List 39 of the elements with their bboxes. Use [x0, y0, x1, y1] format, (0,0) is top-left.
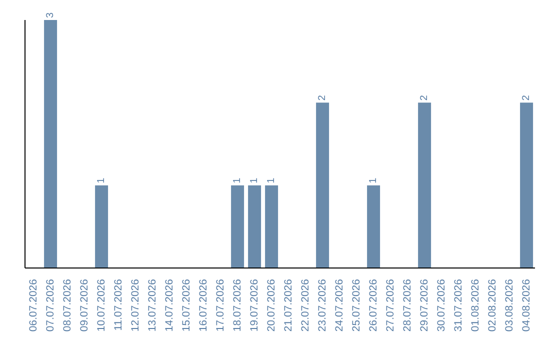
x-tick-label: 16.07.2026 [198, 278, 210, 332]
data-label: 1 [266, 177, 278, 184]
data-label: 1 [96, 177, 108, 184]
x-tick-label: 22.07.2026 [300, 278, 312, 332]
x-tick-label: 06.07.2026 [28, 278, 40, 332]
data-label: 2 [521, 94, 532, 101]
x-tick-label: 26.07.2026 [368, 278, 380, 332]
x-tick-label: 21.07.2026 [282, 278, 294, 332]
x-tick-label: 23.07.2026 [316, 278, 328, 332]
x-tick-label: 03.08.2026 [504, 278, 516, 332]
data-label: 1 [249, 177, 260, 184]
x-tick-label: 24.07.2026 [334, 278, 346, 332]
x-tick-label: 28.07.2026 [402, 278, 414, 332]
x-tick-label: 15.07.2026 [180, 278, 192, 332]
x-tick-label: 20.07.2026 [266, 278, 278, 332]
data-label: 1 [368, 177, 380, 184]
x-tick-label: 08.07.2026 [62, 278, 74, 332]
x-tick-label: 09.07.2026 [78, 278, 90, 332]
x-tick-label: 30.07.2026 [436, 278, 448, 332]
data-label: 2 [317, 94, 328, 101]
x-tick-label: 11.07.2026 [112, 278, 124, 331]
x-tick-label: 04.08.2026 [520, 278, 532, 332]
x-tick-label: 19.07.2026 [248, 278, 260, 332]
data-label: 1 [232, 177, 244, 184]
x-tick-label: 14.07.2026 [164, 278, 176, 332]
x-tick-label: 12.07.2026 [130, 278, 142, 332]
x-tick-label: 13.07.2026 [146, 278, 158, 332]
x-tick-label: 02.08.2026 [486, 278, 498, 332]
x-tick-label: 18.07.2026 [232, 278, 244, 332]
x-tick-label: 01.08.2026 [470, 278, 482, 332]
x-tick-label: 31.07.2026 [452, 278, 464, 332]
x-tick-label: 29.07.2026 [418, 278, 430, 332]
x-tick-label: 17.07.2026 [214, 278, 226, 332]
x-tick-label: 10.07.2026 [96, 278, 108, 332]
data-label: 2 [419, 94, 430, 101]
data-label: 3 [45, 12, 56, 18]
x-tick-label: 25.07.2026 [350, 278, 362, 332]
x-tick-label: 07.07.2026 [44, 278, 56, 332]
x-tick-label: 27.07.2026 [384, 278, 396, 332]
